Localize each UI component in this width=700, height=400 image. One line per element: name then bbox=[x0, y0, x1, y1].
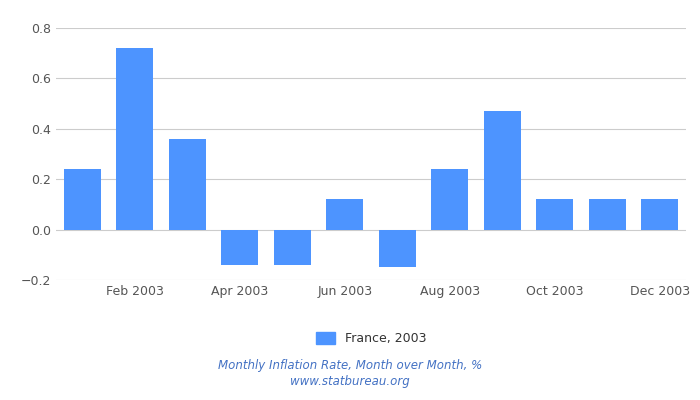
Bar bbox=[221, 230, 258, 265]
Legend: France, 2003: France, 2003 bbox=[316, 332, 426, 345]
Text: www.statbureau.org: www.statbureau.org bbox=[290, 376, 410, 388]
Bar bbox=[64, 169, 101, 230]
Bar bbox=[116, 48, 153, 230]
Bar bbox=[536, 199, 573, 230]
Bar bbox=[589, 199, 626, 230]
Bar bbox=[169, 139, 206, 230]
Bar bbox=[484, 111, 521, 230]
Bar bbox=[379, 230, 416, 267]
Bar bbox=[326, 199, 363, 230]
Bar bbox=[274, 230, 311, 265]
Bar bbox=[641, 199, 678, 230]
Text: Monthly Inflation Rate, Month over Month, %: Monthly Inflation Rate, Month over Month… bbox=[218, 360, 482, 372]
Bar bbox=[431, 169, 468, 230]
